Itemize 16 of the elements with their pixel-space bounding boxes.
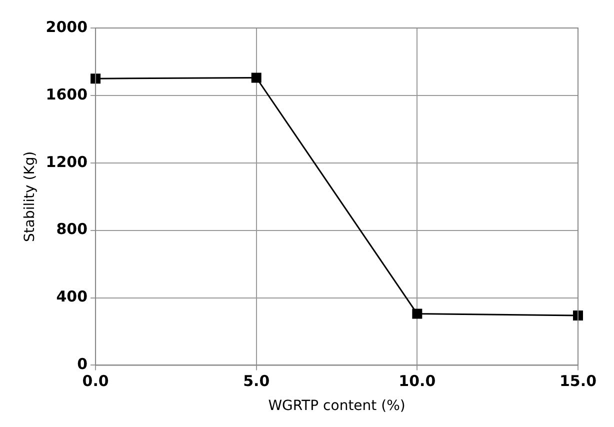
x-tick-label: 15.0 [559,372,597,390]
y-tick-label: 400 [56,288,88,306]
y-tick-label: 2000 [46,18,88,36]
y-tick-label: 800 [56,220,88,238]
x-axis-title: WGRTP content (%) [268,398,406,414]
point [251,72,262,83]
point [573,310,583,320]
y-axis-title: Stability (Kg) [22,151,38,242]
point [90,74,101,84]
y-tick-label: 0 [77,355,88,374]
point [412,308,422,319]
x-tick-label: 5.0 [243,372,270,390]
x-tick-label: 0.0 [82,372,109,390]
y-tick-label: 1600 [46,85,88,104]
x-tick-label: 10.0 [398,372,436,390]
y-tick-label: 1200 [46,152,88,171]
